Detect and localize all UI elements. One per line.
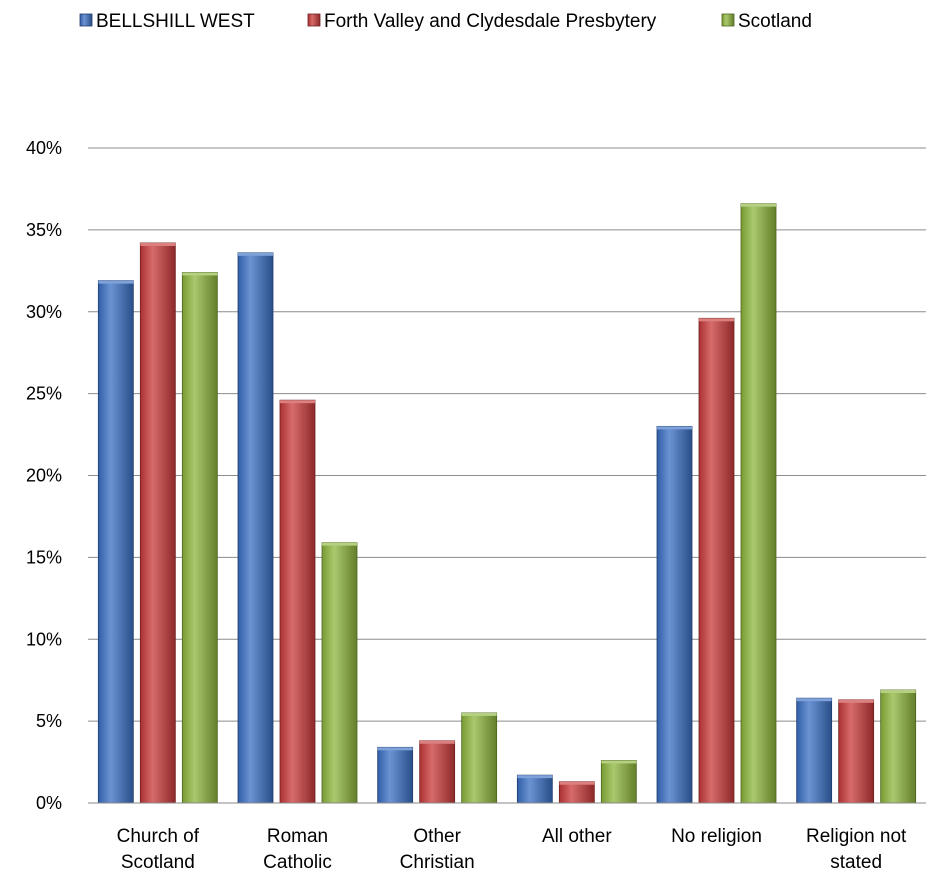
bar [419, 740, 456, 804]
legend-swatch [307, 13, 321, 27]
bar-cap [796, 698, 832, 702]
bar-cap [880, 690, 916, 694]
bar-cap [657, 426, 692, 430]
bar [558, 781, 595, 804]
bar-cap [140, 242, 176, 246]
legend-label: BELLSHILL WEST [96, 11, 255, 32]
y-tick-label: 5% [36, 711, 62, 731]
gridlines [88, 147, 926, 722]
y-tick-label: 35% [26, 220, 62, 240]
bar-cap [559, 781, 595, 785]
bar-cap [98, 280, 134, 284]
bar [656, 425, 693, 804]
legend-item: Forth Valley and Clydesdale Presbytery [307, 11, 657, 32]
bar-cap [280, 400, 315, 404]
bar-cap [741, 203, 776, 207]
y-tick-label: 10% [26, 629, 62, 649]
category-label: All other [542, 826, 612, 847]
bar [181, 272, 218, 804]
y-tick-label: 15% [26, 547, 62, 567]
y-tick-label: 30% [26, 302, 62, 322]
category-label: Religion not stated [806, 826, 907, 873]
category-label: Other Christian [400, 826, 475, 873]
category-label: Church of Scotland [117, 826, 200, 873]
y-axis-tick-labels: 0% 5% 10% 15% 20% 25% 30% 35% 40% [26, 138, 62, 813]
bar-cap [238, 252, 273, 256]
y-tick-label: 0% [36, 793, 62, 813]
legend-label: Forth Valley and Clydesdale Presbytery [324, 11, 657, 32]
bar-cap [517, 775, 553, 779]
bar [516, 774, 553, 804]
bar [377, 746, 414, 804]
legend: BELLSHILL WEST Forth Valley and Clydesdal… [79, 11, 812, 32]
bar-cap [182, 272, 218, 276]
bars [97, 203, 917, 804]
legend-label: Scotland [738, 11, 812, 32]
bar-cap [601, 760, 637, 764]
bar [880, 689, 917, 804]
bar [461, 712, 498, 804]
bar [321, 542, 358, 804]
bar-cap [838, 699, 874, 703]
legend-swatch [721, 13, 735, 27]
category-label: Roman Catholic [263, 826, 332, 873]
bar-cap [699, 318, 734, 322]
legend-item: Scotland [721, 11, 812, 32]
bar [838, 699, 875, 804]
bar [600, 760, 637, 804]
y-tick-label: 20% [26, 466, 62, 486]
bar [139, 242, 176, 804]
bar [97, 280, 134, 804]
y-tick-label: 40% [26, 138, 62, 158]
bar-cap [461, 712, 497, 716]
bar [796, 697, 833, 804]
legend-item: BELLSHILL WEST [79, 11, 255, 32]
bar [279, 399, 316, 804]
bar-cap [419, 740, 455, 744]
bar [740, 203, 777, 804]
y-tick-label: 25% [26, 384, 62, 404]
bar [698, 317, 735, 804]
category-label: No religion [671, 826, 762, 847]
bar-cap [322, 542, 357, 546]
legend-swatch [79, 13, 93, 27]
bar-cap [377, 747, 413, 751]
category-labels: Church of Scotland Roman Catholic Other Chris… [117, 826, 907, 873]
bar [237, 252, 274, 804]
